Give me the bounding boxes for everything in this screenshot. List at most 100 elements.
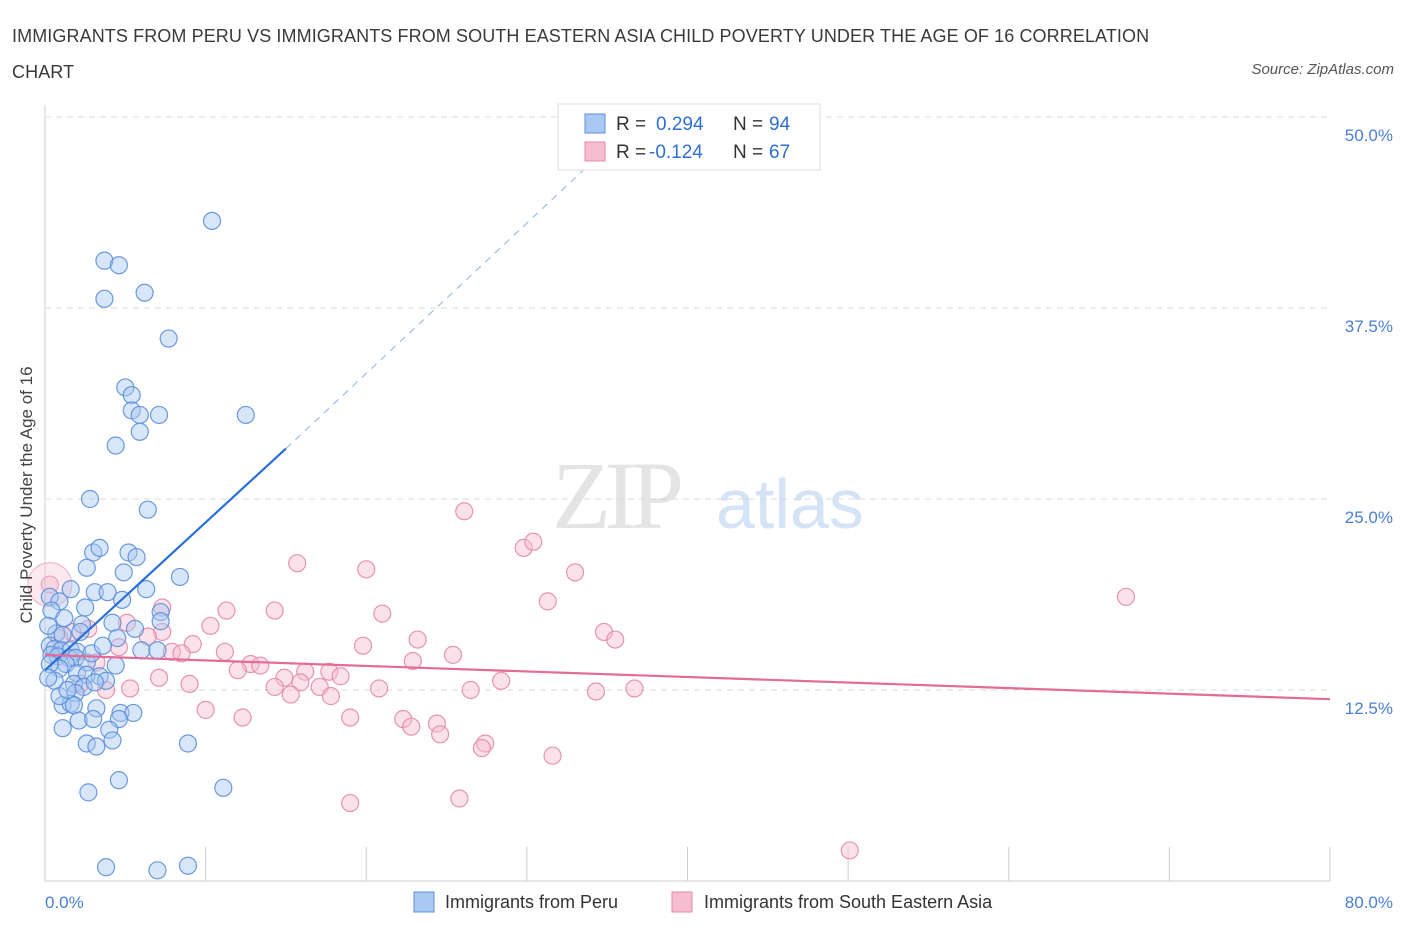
peru-point	[95, 289, 114, 308]
peru-point	[96, 858, 116, 877]
peru-point	[111, 703, 130, 723]
legend-sea-n-value: 67	[769, 142, 790, 163]
y-tick-label: 12.5%	[1345, 699, 1393, 718]
peru-point	[95, 251, 114, 270]
peru-point	[103, 613, 122, 632]
sea-point	[606, 630, 625, 649]
x-tick-min: 0.0%	[45, 893, 84, 912]
sea-point	[215, 642, 234, 661]
sea-point	[408, 630, 427, 649]
peru-point	[53, 719, 72, 738]
series-south-eastern-asia	[27, 502, 1136, 860]
watermark-zip: ZIP	[552, 442, 681, 549]
peru-point	[148, 641, 167, 660]
y-tick-label: 25.0%	[1345, 508, 1393, 527]
sea-point	[492, 671, 511, 690]
sea-point	[196, 700, 215, 719]
sea-point	[403, 651, 422, 671]
peru-point	[87, 699, 106, 718]
trend-lines	[44, 170, 1331, 701]
peru-point	[39, 616, 58, 635]
peru-point	[202, 211, 222, 231]
sea-point	[341, 708, 360, 727]
sea-point	[402, 717, 421, 736]
peru-point	[69, 711, 88, 730]
x-ticks	[205, 847, 1331, 881]
sea-point	[320, 662, 339, 681]
sea-point	[1116, 587, 1136, 606]
legend-sea-r-value: -0.124	[649, 142, 703, 163]
peru-point	[84, 709, 103, 729]
legend-peru-swatch	[584, 113, 606, 134]
sea-point	[353, 636, 373, 655]
peru-point	[61, 580, 80, 599]
sea-point	[586, 682, 606, 701]
peru-point	[100, 720, 119, 739]
watermark: ZIP atlas	[552, 442, 864, 549]
peru-point	[151, 612, 170, 631]
legend-peru-n-value: 94	[769, 114, 791, 135]
peru-point	[127, 547, 146, 567]
sea-point	[180, 674, 199, 693]
peru-point	[178, 856, 198, 875]
peru-point	[109, 771, 128, 790]
sea-point	[265, 601, 284, 620]
peru-point	[138, 500, 157, 519]
peru-point	[214, 778, 233, 797]
sea-point	[543, 746, 562, 765]
series-peru	[39, 211, 255, 880]
legend-sea-swatch	[584, 141, 606, 162]
sea-point	[455, 502, 474, 521]
peru-point	[80, 489, 100, 509]
peru-point	[114, 563, 133, 582]
sea-point	[840, 841, 859, 860]
sea-point	[538, 592, 557, 611]
legend-peru-r-label: R =	[616, 114, 646, 135]
peru-point	[58, 680, 77, 700]
peru-point	[149, 405, 169, 425]
y-ticks: 12.5% 25.0% 37.5% 50.0%	[1345, 126, 1393, 718]
peru-point	[77, 558, 96, 577]
bottom-legend-peru-swatch	[413, 891, 435, 913]
sea-point	[121, 679, 140, 698]
sea-point	[565, 563, 585, 582]
sea-point	[251, 656, 270, 675]
peru-point	[55, 609, 74, 628]
peru-point	[148, 861, 167, 880]
peru-point	[40, 587, 59, 606]
sea-point	[357, 560, 376, 579]
y-tick-label: 37.5%	[1345, 317, 1393, 336]
sea-large-point	[27, 562, 73, 608]
legend-box: R = 0.294 N = 94 R = -0.124 N = 67	[557, 103, 821, 171]
peru-point	[93, 636, 112, 655]
legend-peru-r-value: 0.294	[656, 114, 704, 135]
sea-point	[281, 685, 300, 704]
peru-point	[108, 628, 127, 648]
peru-point	[122, 385, 141, 405]
peru-point	[178, 734, 198, 753]
source-label: Source: ZipAtlas.com	[1251, 61, 1394, 78]
bottom-legend-sea-label: Immigrants from South Eastern Asia	[704, 892, 993, 912]
peru-point	[79, 783, 98, 802]
peru-point	[236, 405, 255, 425]
bottom-legend-sea-swatch	[671, 891, 693, 913]
peru-point	[98, 583, 117, 602]
peru-point	[103, 731, 122, 750]
sea-point	[373, 604, 392, 623]
sea-point	[331, 667, 350, 686]
sea-point	[217, 601, 236, 620]
legend-sea-r-label: R =	[616, 142, 646, 163]
peru-point	[125, 619, 145, 638]
peru-point	[85, 583, 104, 602]
sea-point	[265, 677, 284, 697]
sea-point	[472, 738, 491, 758]
legend-peru-n-label: N =	[733, 114, 763, 135]
peru-trend-extension	[285, 170, 584, 450]
peru-point	[159, 329, 178, 348]
sea-point	[233, 708, 252, 727]
sea-point	[321, 687, 341, 706]
y-axis-label: Child Poverty Under the Age of 16	[17, 366, 36, 623]
sea-point	[341, 793, 360, 813]
y-tick-label: 50.0%	[1345, 126, 1393, 145]
